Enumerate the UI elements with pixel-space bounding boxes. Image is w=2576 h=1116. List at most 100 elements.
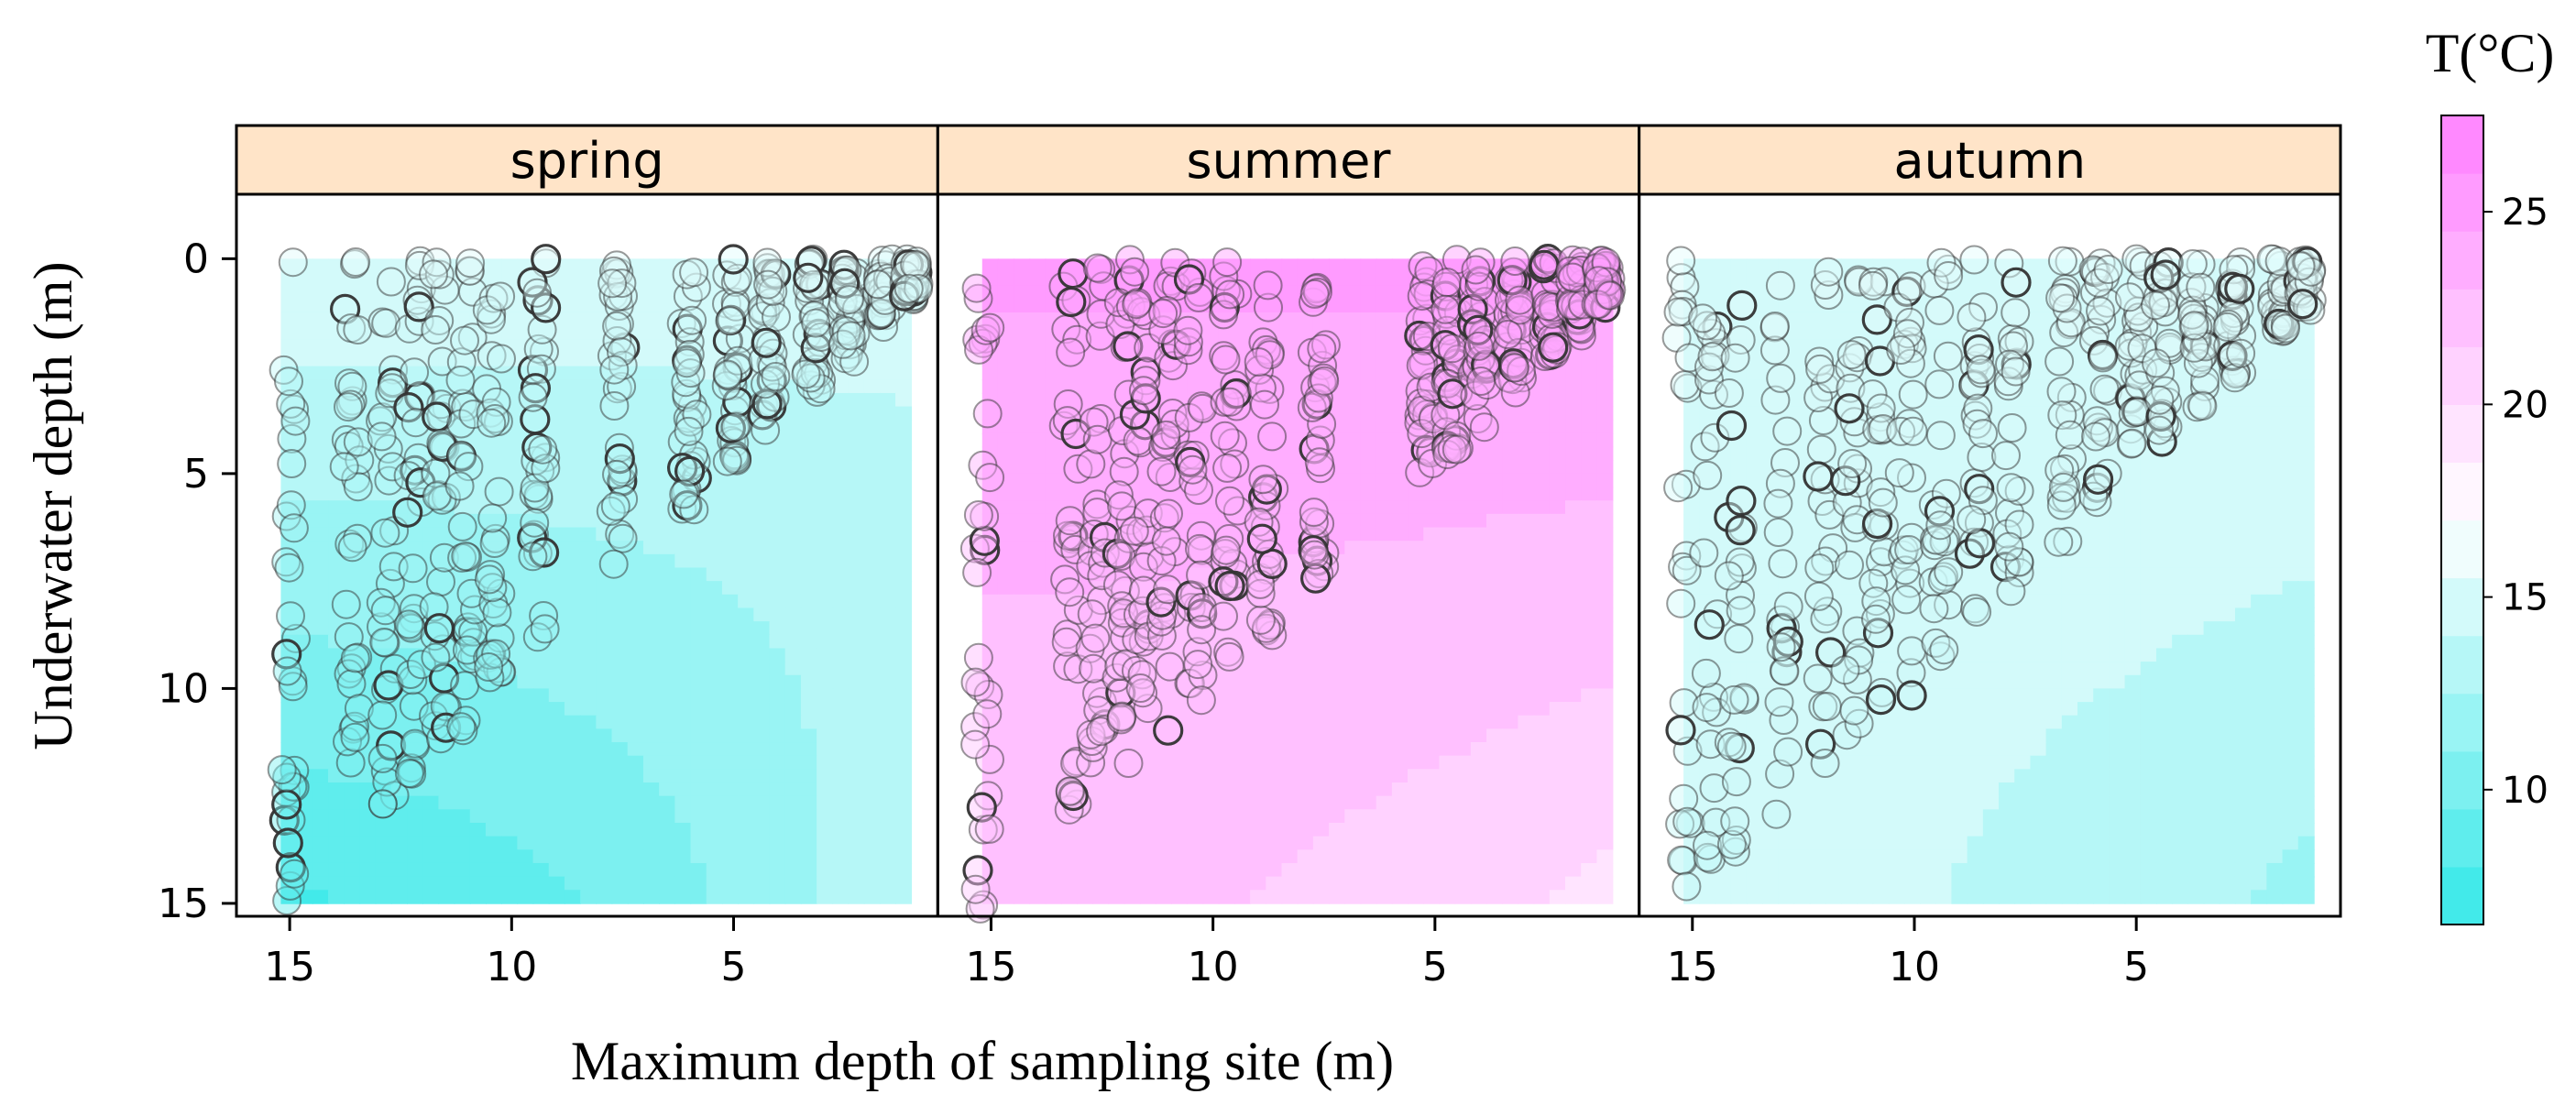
contour-cell <box>1344 607 1362 622</box>
contour-cell <box>1329 809 1346 824</box>
contour-cell <box>784 299 802 313</box>
contour-cell <box>674 862 692 878</box>
contour-cell <box>1408 795 1425 811</box>
contour-cell <box>407 876 424 892</box>
contour-cell <box>1060 728 1078 743</box>
contour-cell <box>690 782 707 797</box>
contour-cell <box>1029 581 1047 596</box>
contour-cell <box>753 674 771 690</box>
contour-cell <box>1486 527 1504 542</box>
contour-cell <box>407 541 424 555</box>
contour-cell <box>407 581 424 596</box>
contour-cell <box>1045 822 1062 837</box>
contour-cell <box>738 809 755 824</box>
contour-cell <box>1312 607 1330 622</box>
contour-cell <box>517 876 534 892</box>
data-point <box>333 727 362 757</box>
contour-cell <box>280 460 298 475</box>
contour-cell <box>1171 379 1189 394</box>
contour-cell <box>1171 862 1189 878</box>
contour-cell <box>1423 742 1441 757</box>
contour-cell <box>1518 795 1535 811</box>
data-point <box>277 449 307 478</box>
contour-cell <box>438 285 455 301</box>
data-point <box>278 247 308 278</box>
contour-cell <box>1533 567 1551 582</box>
contour-cell <box>580 406 597 421</box>
contour-cell <box>997 500 1014 515</box>
contour-cell <box>642 339 660 354</box>
contour-cell <box>997 541 1014 555</box>
contour-cell <box>1486 728 1504 743</box>
contour-cell <box>1124 890 1141 904</box>
contour-cell <box>1014 809 1031 824</box>
contour-cell <box>1549 728 1566 743</box>
contour-cell <box>832 527 850 542</box>
contour-cell <box>784 715 802 730</box>
contour-cell <box>359 890 377 904</box>
contour-cell <box>1565 662 1583 676</box>
contour-cell <box>1233 795 1251 811</box>
contour-cell <box>280 715 298 730</box>
contour-cell <box>1596 822 1614 837</box>
contour-cell <box>863 553 881 569</box>
contour-cell <box>1108 822 1125 837</box>
contour-cell <box>690 634 707 650</box>
contour-cell <box>1187 822 1204 837</box>
contour-cell <box>1029 728 1047 743</box>
contour-cell <box>1187 769 1204 783</box>
contour-cell <box>769 460 786 475</box>
contour-cell <box>997 648 1014 662</box>
contour-cell <box>879 648 896 662</box>
data-point <box>602 311 632 341</box>
contour-cell <box>642 406 660 421</box>
contour-cell <box>1360 392 1377 408</box>
contour-cell <box>517 809 534 824</box>
contour-cell <box>1549 849 1566 864</box>
contour-cell <box>1312 782 1330 797</box>
contour-cell <box>1408 782 1425 797</box>
data-point <box>474 564 504 595</box>
contour-cell <box>1408 688 1425 703</box>
contour-cell <box>784 621 802 636</box>
contour-cell <box>738 621 755 636</box>
contour-cell <box>611 432 629 448</box>
data-point <box>1154 498 1183 529</box>
contour-cell <box>296 272 313 287</box>
contour-cell <box>1454 702 1472 717</box>
contour-cell <box>1045 849 1062 864</box>
contour-cell <box>580 567 597 582</box>
contour-cell <box>1250 795 1267 811</box>
contour-cell <box>784 648 802 662</box>
contour-cell <box>738 634 755 650</box>
contour-cell <box>1297 621 1314 636</box>
contour-cell <box>863 648 881 662</box>
contour-cell <box>1408 728 1425 743</box>
contour-cell <box>501 487 519 501</box>
contour-cell <box>1344 513 1362 529</box>
contour-cell <box>1014 782 1031 797</box>
contour-cell <box>1423 890 1441 904</box>
data-point <box>1148 299 1178 329</box>
contour-cell <box>580 795 597 811</box>
contour-cell <box>879 473 896 488</box>
data-point <box>1211 345 1241 375</box>
contour-cell <box>485 460 502 475</box>
contour-cell <box>501 876 519 892</box>
data-point <box>1056 337 1086 367</box>
contour-cell <box>738 553 755 569</box>
contour-cell <box>1281 674 1299 690</box>
contour-cell <box>690 715 707 730</box>
contour-cell <box>1565 876 1583 892</box>
contour-cell <box>1502 487 1519 501</box>
contour-cell <box>1454 607 1472 622</box>
contour-cell <box>784 567 802 582</box>
contour-cell <box>863 567 881 582</box>
contour-cell <box>1596 366 1614 381</box>
contour-cell <box>517 500 534 515</box>
contour-cell <box>1218 742 1235 757</box>
contour-cell <box>1439 513 1456 529</box>
contour-cell <box>1360 674 1377 690</box>
contour-cell <box>1549 553 1566 569</box>
contour-cell <box>1014 339 1031 354</box>
